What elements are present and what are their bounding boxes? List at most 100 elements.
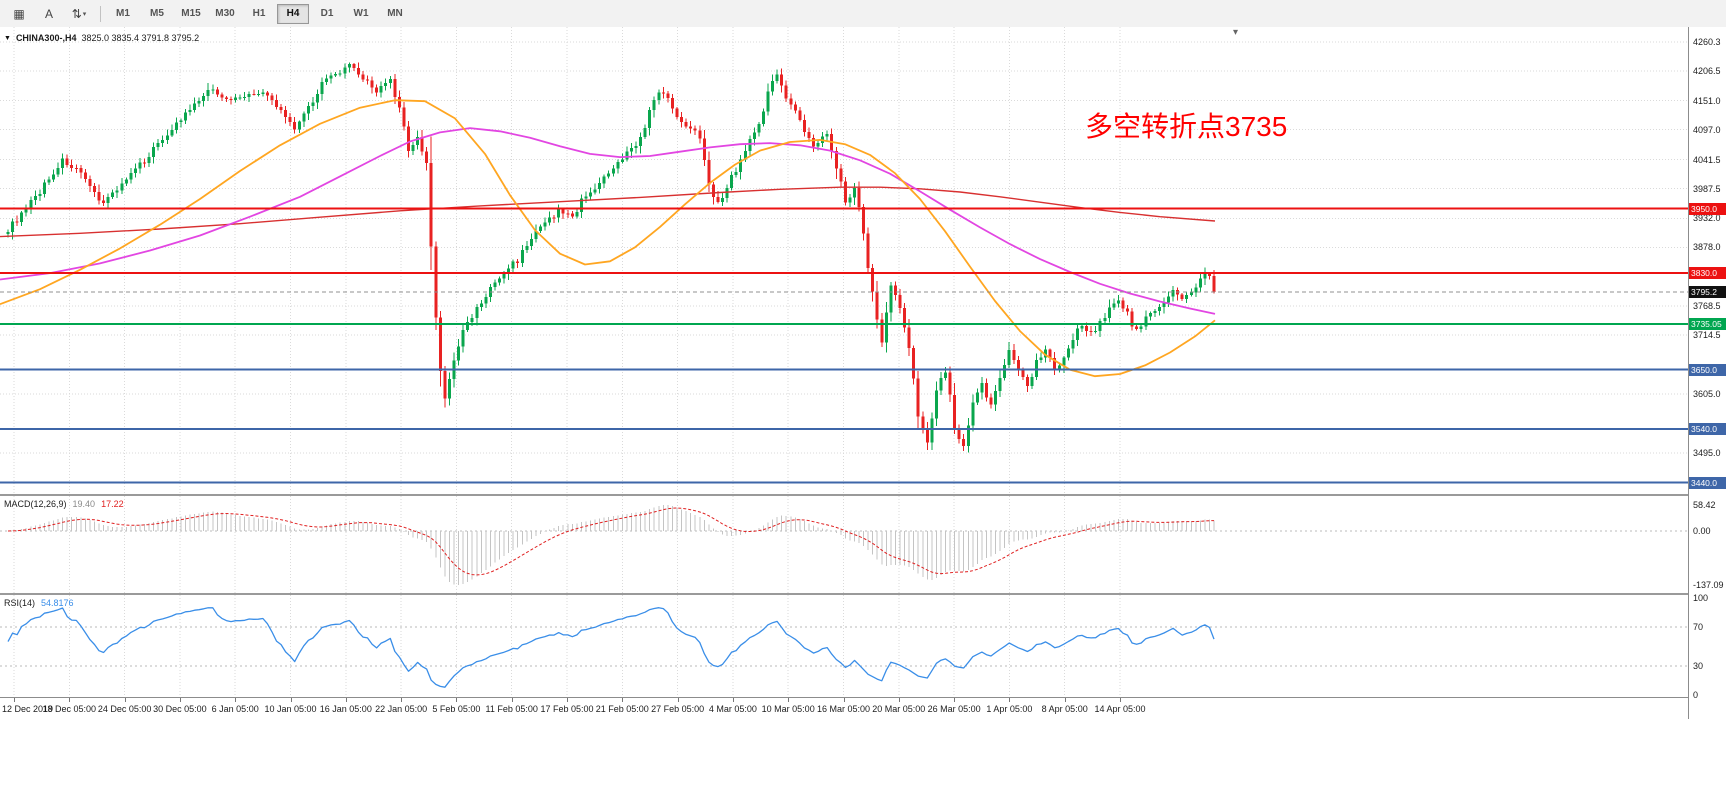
time-tick: [898, 698, 900, 702]
time-tick: [1009, 698, 1011, 702]
time-tick: [567, 698, 568, 702]
time-tick: [622, 698, 624, 702]
time-label: 20 Mar 05:00: [872, 704, 926, 714]
macd-panel[interactable]: MACD(12,26,9) 19.40 17.22: [0, 496, 1688, 593]
time-label: 26 Mar 05:00: [927, 704, 981, 714]
toolbar-separator: [100, 5, 101, 22]
price-axis-label: 4260.3: [1693, 37, 1721, 47]
price-badge-3540.0: 3540.0: [1689, 422, 1726, 435]
time-tick: [511, 698, 513, 702]
time-label: 16 Jan 05:00: [319, 704, 372, 714]
time-label: 10 Jan 05:00: [264, 704, 317, 714]
price-axis-label: 4206.5: [1693, 65, 1721, 76]
price-axis-label: 4097.0: [1693, 124, 1721, 135]
timeframe-button-mn[interactable]: MN: [387, 8, 403, 19]
chart-shift-marker[interactable]: ▾: [1233, 27, 1239, 38]
time-tick: [843, 698, 845, 702]
time-label: 17 Feb 05:00: [540, 704, 594, 714]
price-axis[interactable]: 4260.3 4206.5 4151.0 4097.0 4041.5 3987.5 3932…: [1688, 27, 1726, 719]
time-tick: [677, 698, 679, 702]
timeframe-button-h4[interactable]: H4: [277, 3, 309, 24]
ohlc-values: 3825.0 3835.4 3791.8 3795.2: [81, 33, 200, 43]
chevron-down-icon: ▾: [82, 10, 87, 18]
price-axis-label: 3878.0: [1693, 242, 1721, 253]
time-label: 30 Dec 05:00: [153, 704, 207, 714]
macd-label: MACD(12,26,9) 19.40 17.22: [4, 499, 124, 509]
toolbar: ▦ A ⇅ ▾ M1 M5 M15 M30 H1 H4 D1 W1 MN: [0, 0, 1726, 28]
price-axis-label: 3932.0: [1693, 213, 1721, 224]
cursor-a-icon: A: [44, 6, 53, 21]
rsi-value: 54.8176: [41, 598, 74, 608]
candlestick-chart[interactable]: [0, 27, 1688, 494]
cursor-tool-button[interactable]: A: [34, 3, 64, 25]
macd-chart: [0, 496, 1688, 593]
symbol-label: CHINA300-,H4: [15, 33, 77, 43]
time-label: 8 Apr 05:00: [1041, 704, 1088, 714]
timeframe-cycle-button[interactable]: ⇅ ▾: [64, 3, 94, 25]
time-label: 12 Dec 2019: [2, 704, 54, 714]
main-chart-panel[interactable]: ▼ CHINA300-,H4 3825.0 3835.4 3791.8 3795…: [0, 27, 1688, 494]
price-badge-3735.05: 3735.05: [1689, 318, 1726, 331]
panel-splitter[interactable]: [0, 593, 1688, 595]
time-tick: [1120, 698, 1121, 702]
time-label: 10 Mar 05:00: [761, 704, 815, 714]
price-badge-3650.0: 3650.0: [1689, 363, 1726, 376]
macd-value-signal: 17.22: [101, 499, 124, 509]
price-badge-3440.0: 3440.0: [1689, 476, 1726, 489]
panel-splitter[interactable]: [0, 494, 1688, 496]
time-tick: [401, 698, 403, 702]
time-label: 16 Mar 05:00: [816, 704, 871, 714]
timeframe-button-d1[interactable]: D1: [320, 8, 334, 19]
expand-icon[interactable]: ▼: [4, 34, 11, 42]
timeframe-buttons: M1 M5 M15 M30 H1 H4 D1 W1 MN: [107, 3, 411, 24]
price-axis-label: 3605.0: [1693, 388, 1721, 399]
time-tick: [179, 698, 181, 702]
rsi-panel[interactable]: RSI(14) 54.8176: [0, 595, 1688, 697]
timeframe-button-m15[interactable]: M15: [181, 8, 201, 19]
rsi-axis-label: 30: [1693, 660, 1704, 671]
price-badge-3830.0: 3830.0: [1689, 267, 1726, 280]
rsi-axis-label: 70: [1693, 622, 1704, 633]
time-tick: [14, 698, 15, 702]
updown-arrows-icon: ⇅: [71, 6, 82, 21]
rsi-axis-label: 100: [1693, 593, 1709, 603]
timeframe-button-h1[interactable]: H1: [252, 8, 266, 19]
price-badge-3795.2: 3795.2: [1689, 285, 1726, 298]
rsi-axis-label: 0: [1693, 690, 1699, 700]
empty-area: [0, 719, 1726, 792]
rsi-chart: [0, 595, 1688, 697]
time-label: 5 Feb 05:00: [432, 704, 481, 714]
price-axis-label: 3714.5: [1693, 330, 1721, 341]
time-label: 18 Dec 05:00: [42, 704, 97, 714]
time-tick: [235, 698, 237, 702]
macd-axis-label: 58.42: [1693, 500, 1716, 510]
time-tick: [1064, 698, 1066, 702]
price-axis-label: 3495.0: [1693, 448, 1721, 458]
macd-value-main: 19.40: [72, 499, 96, 509]
timeframe-button-m1[interactable]: M1: [116, 8, 130, 19]
time-tick: [345, 698, 347, 702]
price-axis-label: 4151.0: [1693, 95, 1721, 106]
time-tick: [732, 698, 734, 702]
macd-axis-label: -137.09: [1693, 580, 1724, 590]
price-axis-label: 3768.5: [1693, 301, 1721, 312]
time-label: 1 Apr 05:00: [986, 704, 1033, 714]
time-tick: [290, 698, 292, 702]
time-label: 11 Feb 05:00: [485, 704, 538, 714]
timeframe-button-w1[interactable]: W1: [353, 8, 369, 19]
grid-icon: ▦: [13, 6, 25, 21]
rsi-name: RSI(14): [4, 598, 36, 608]
macd-name: MACD(12,26,9): [4, 499, 67, 509]
chart-grid-tool-button[interactable]: ▦: [4, 3, 34, 25]
timeframe-button-m30[interactable]: M30: [215, 8, 235, 19]
timeframe-button-m5[interactable]: M5: [150, 8, 164, 19]
time-label: 22 Jan 05:00: [375, 704, 428, 714]
time-label: 6 Jan 05:00: [211, 704, 259, 714]
time-label: 27 Feb 05:00: [651, 704, 705, 714]
time-tick: [788, 698, 790, 702]
time-axis[interactable]: 12 Dec 2019 18 Dec 05:00 24 Dec 05:00 30 De…: [0, 697, 1688, 720]
time-tick: [456, 698, 458, 702]
symbol-row: ▼ CHINA300-,H4 3825.0 3835.4 3791.8 3795…: [4, 33, 199, 43]
time-label: 4 Mar 05:00: [708, 704, 757, 714]
